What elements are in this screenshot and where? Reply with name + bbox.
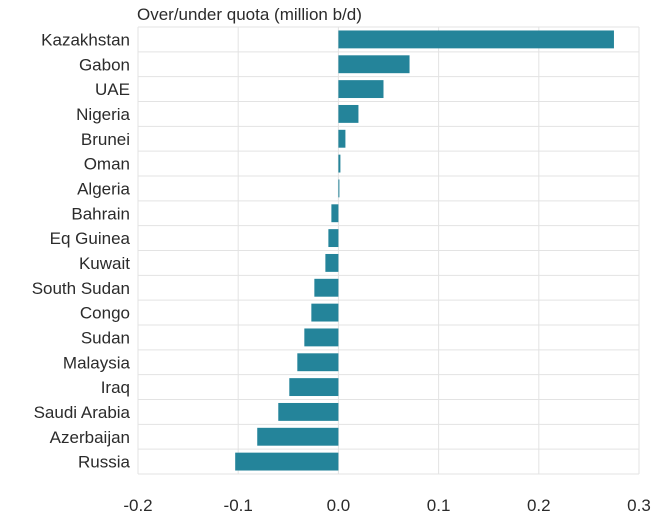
category-label: Russia [78,453,131,472]
category-label: Azerbaijan [50,428,130,447]
bar-brunei [338,129,346,148]
x-tick-label: -0.2 [123,496,152,515]
category-label: South Sudan [32,279,130,298]
bar-nigeria [338,104,359,123]
x-tick-label: -0.1 [224,496,253,515]
category-label: Brunei [81,130,130,149]
category-label: Oman [84,155,130,174]
bar-algeria [338,179,340,198]
bar-congo [311,303,339,322]
bar-kazakhstan [338,30,614,49]
x-tick-label: 0.1 [427,496,451,515]
bar-uae [338,80,384,99]
category-label: Nigeria [76,105,130,124]
x-tick-label: 0.3 [627,496,651,515]
x-tick-label: 0.0 [327,496,351,515]
bar-gabon [338,55,410,74]
x-tick-label: 0.2 [527,496,551,515]
bar-saudi-arabia [278,402,339,421]
category-label: Eq Guinea [50,229,131,248]
gridlines [137,26,640,475]
bars [235,30,614,471]
category-label: Saudi Arabia [34,403,131,422]
bar-kuwait [325,253,339,272]
category-label: Sudan [81,328,130,347]
bar-iraq [289,378,339,397]
category-label: Kuwait [79,254,130,273]
category-labels: Kazakhstan Gabon UAE Nigeria Brunei Oman Alger… [32,30,131,471]
category-label: Congo [80,304,130,323]
category-label: Algeria [77,179,130,198]
bar-sudan [304,328,339,347]
category-label: UAE [95,80,130,99]
x-axis-ticks: -0.2 -0.1 0.0 0.1 0.2 0.3 [123,496,650,515]
category-label: Gabon [79,55,130,74]
category-label: Kazakhstan [41,30,130,49]
bar-malaysia [297,353,339,372]
category-label: Malaysia [63,353,131,372]
category-label: Iraq [101,378,130,397]
bar-russia [235,452,339,471]
bar-oman [338,154,341,173]
bar-south-sudan [314,278,339,297]
chart-title: Over/under quota (million b/d) [137,5,362,24]
category-label: Bahrain [71,204,130,223]
bar-azerbaijan [257,427,339,446]
bar-bahrain [331,204,339,223]
bar-eq-guinea [328,229,339,248]
